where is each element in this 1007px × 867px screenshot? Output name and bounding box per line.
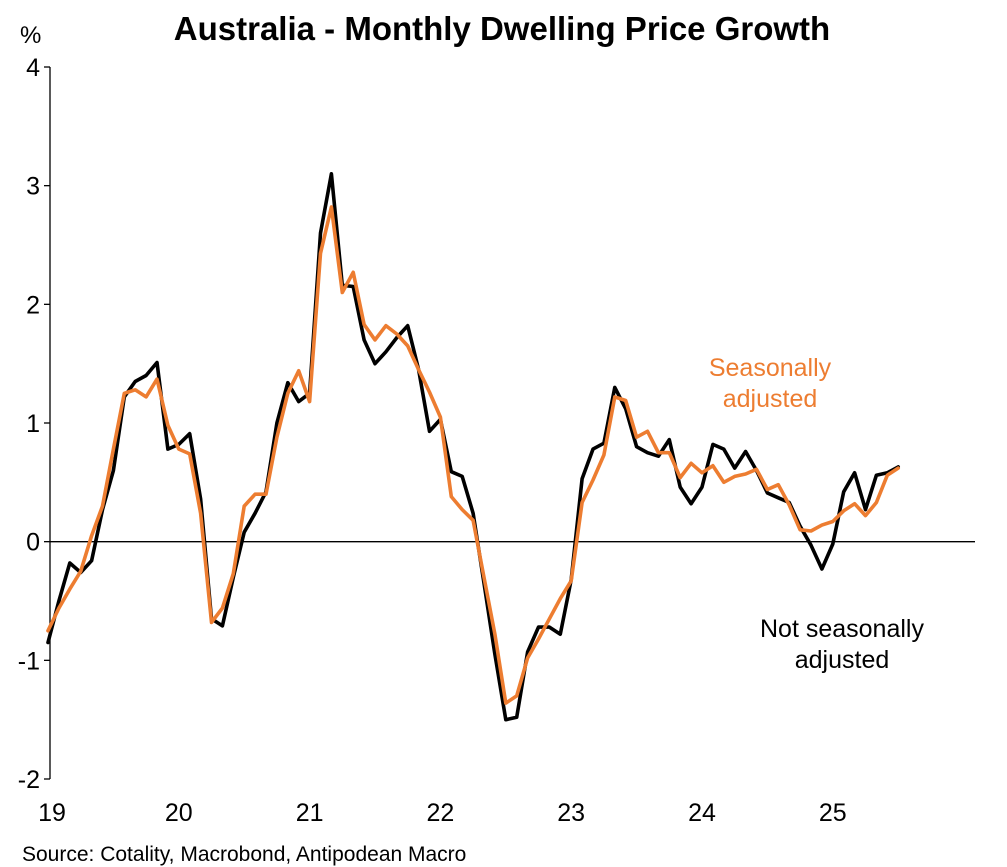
y-axis-unit: % xyxy=(20,22,41,49)
series-labels: Not seasonally adjusted Seasonally adjusted xyxy=(709,354,925,674)
x-tick-label: 19 xyxy=(38,799,66,827)
x-tick-label: 25 xyxy=(819,799,847,827)
series-line-seasonally-adjusted xyxy=(46,205,901,705)
x-tick-label: 23 xyxy=(557,799,585,827)
source-note: Source: Cotality, Macrobond, Antipodean … xyxy=(22,843,466,866)
y-tick-label: -2 xyxy=(18,766,40,794)
x-tick-label: 21 xyxy=(296,799,324,827)
y-tick-label: 4 xyxy=(26,54,40,82)
y-tick-label: 2 xyxy=(26,291,40,319)
y-tick-label: 3 xyxy=(26,173,40,201)
series-label-seasonally-adjusted: Seasonally adjusted xyxy=(709,354,832,413)
chart-title: Australia - Monthly Dwelling Price Growt… xyxy=(174,10,830,47)
series-label-not-seasonally-adjusted: Not seasonally adjusted xyxy=(760,615,924,674)
series-layer xyxy=(46,172,901,722)
y-tick-label: -1 xyxy=(18,647,40,675)
x-tick-label: 24 xyxy=(688,799,716,827)
y-tick-label: 0 xyxy=(26,529,40,557)
x-tick-label: 22 xyxy=(426,799,454,827)
x-tick-label: 20 xyxy=(165,799,193,827)
y-tick-label: 1 xyxy=(26,410,40,438)
